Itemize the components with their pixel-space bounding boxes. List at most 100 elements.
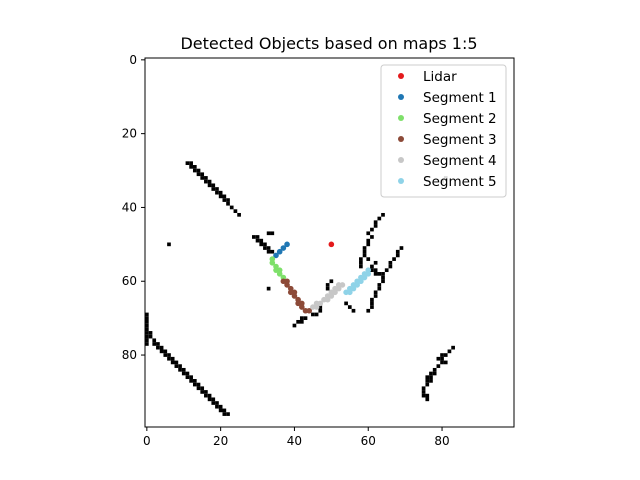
- data-point: [276, 248, 283, 255]
- series-segment-1: [273, 241, 290, 259]
- map-cell: [440, 360, 444, 365]
- map-cell: [156, 342, 160, 346]
- map-cell: [370, 235, 374, 239]
- legend-marker: [398, 73, 404, 79]
- legend-marker: [398, 136, 404, 142]
- map-cell: [148, 331, 153, 335]
- map-cell: [359, 264, 363, 269]
- map-cell: [270, 231, 275, 236]
- data-point: [284, 241, 290, 248]
- map-cell: [362, 246, 367, 250]
- map-cell: [266, 286, 271, 291]
- map-cell: [373, 290, 378, 295]
- x-tick-label: 40: [287, 434, 302, 448]
- map-cell: [218, 194, 223, 199]
- map-cell: [381, 279, 385, 284]
- map-cell: [218, 408, 223, 413]
- map-cell: [359, 260, 363, 265]
- map-cell: [325, 283, 330, 287]
- map-cell: [373, 260, 378, 265]
- map-cell: [204, 390, 208, 394]
- x-tick-label: 20: [213, 434, 228, 448]
- data-point: [328, 241, 335, 248]
- map-cell: [425, 397, 430, 402]
- map-cell: [196, 168, 201, 173]
- series-layer: [269, 241, 372, 314]
- map-cell: [233, 209, 238, 213]
- data-point: [273, 252, 279, 259]
- y-tick-label: 80: [122, 348, 137, 362]
- map-cell: [226, 201, 230, 206]
- map-cell: [145, 342, 149, 346]
- map-cell: [192, 168, 197, 173]
- map-cell: [215, 404, 219, 409]
- map-cell: [207, 179, 212, 184]
- series-segment-5: [343, 267, 372, 296]
- data-point: [291, 293, 298, 299]
- map-cell: [211, 397, 216, 402]
- map-cell: [222, 408, 227, 413]
- map-cell: [196, 386, 201, 391]
- data-point: [269, 260, 276, 266]
- map-cell: [429, 379, 433, 383]
- map-cell: [145, 316, 149, 320]
- map-cell: [314, 312, 319, 317]
- map-cell: [436, 356, 441, 361]
- map-cell: [381, 212, 385, 217]
- map-cell: [200, 176, 205, 180]
- map-cell: [351, 308, 356, 313]
- map-cell: [185, 161, 190, 166]
- map-cell: [259, 242, 264, 247]
- map-cell: [366, 308, 371, 313]
- map-cell: [148, 334, 153, 339]
- map-cell: [266, 231, 271, 236]
- y-tick-label: 20: [122, 127, 137, 141]
- series-lidar: [328, 241, 335, 248]
- map-cell: [174, 364, 179, 368]
- map-cell: [145, 323, 149, 328]
- map-cell: [145, 331, 149, 335]
- map-cell: [366, 257, 371, 261]
- map-cell: [204, 179, 208, 184]
- legend-marker: [398, 178, 404, 184]
- map-cell: [215, 187, 219, 191]
- map-cell: [325, 286, 330, 291]
- map-cell: [432, 371, 437, 376]
- map-cell: [189, 165, 193, 169]
- map-cell: [156, 345, 160, 350]
- map-cell: [366, 242, 371, 247]
- map-cell: [373, 224, 378, 228]
- map-cell: [170, 356, 175, 361]
- map-cell: [252, 235, 256, 239]
- map-cell: [429, 371, 433, 376]
- map-cell: [425, 375, 430, 380]
- map-cell: [163, 349, 168, 354]
- map-cell: [318, 305, 323, 309]
- map-cell: [370, 301, 374, 306]
- legend-label: Segment 2: [423, 111, 497, 127]
- map-cell: [237, 212, 241, 217]
- legend-label: Segment 5: [423, 174, 497, 190]
- map-cell: [373, 268, 378, 273]
- map-cell: [370, 227, 374, 232]
- map-cell: [440, 356, 444, 361]
- map-cell: [266, 246, 271, 250]
- map-cell: [207, 397, 212, 402]
- map-cell: [196, 172, 201, 177]
- map-cell: [377, 286, 382, 291]
- map-cell: [421, 390, 426, 394]
- data-point: [306, 307, 313, 314]
- chart-title: Detected Objects based on maps 1:5: [180, 34, 477, 53]
- map-cell: [421, 393, 426, 398]
- map-cell: [366, 238, 371, 243]
- map-cell: [344, 301, 348, 306]
- map-cell: [425, 382, 430, 387]
- map-cell: [152, 342, 157, 346]
- map-cell: [189, 375, 193, 380]
- legend-label: Lidar: [423, 69, 457, 85]
- map-cell: [196, 382, 201, 387]
- map-cell: [263, 246, 267, 250]
- map-cell: [145, 319, 149, 324]
- map-cell: [229, 205, 234, 210]
